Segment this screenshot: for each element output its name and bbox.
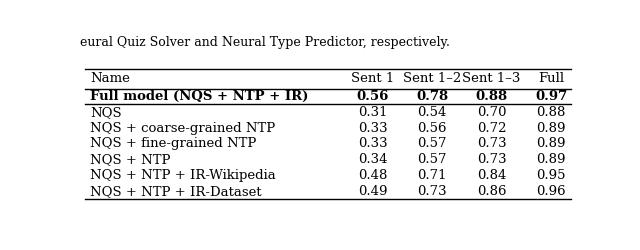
Text: 0.48: 0.48 [358,169,387,182]
Text: 0.88: 0.88 [476,90,508,103]
Text: Full model (NQS + NTP + IR): Full model (NQS + NTP + IR) [90,90,308,103]
Text: eural Quiz Solver and Neural Type Predictor, respectively.: eural Quiz Solver and Neural Type Predic… [80,36,450,49]
Text: 0.96: 0.96 [536,185,566,198]
Text: Sent 1: Sent 1 [351,72,394,85]
Text: 0.31: 0.31 [358,106,387,119]
Text: 0.89: 0.89 [536,122,566,135]
Text: 0.73: 0.73 [417,185,447,198]
Text: 0.73: 0.73 [477,153,506,166]
Text: 0.56: 0.56 [417,122,447,135]
Text: 0.70: 0.70 [477,106,506,119]
Text: 0.86: 0.86 [477,185,506,198]
Text: 0.57: 0.57 [417,153,447,166]
Text: Sent 1–2: Sent 1–2 [403,72,461,85]
Text: 0.57: 0.57 [417,138,447,150]
Text: NQS + fine-grained NTP: NQS + fine-grained NTP [90,138,256,150]
Text: Sent 1–3: Sent 1–3 [463,72,521,85]
Text: 0.56: 0.56 [356,90,389,103]
Text: 0.89: 0.89 [536,138,566,150]
Text: NQS + coarse-grained NTP: NQS + coarse-grained NTP [90,122,275,135]
Text: 0.49: 0.49 [358,185,387,198]
Text: 0.33: 0.33 [358,122,387,135]
Text: 0.84: 0.84 [477,169,506,182]
Text: 0.34: 0.34 [358,153,387,166]
Text: 0.71: 0.71 [417,169,447,182]
Text: 0.72: 0.72 [477,122,506,135]
Text: 0.97: 0.97 [535,90,567,103]
Text: NQS + NTP: NQS + NTP [90,153,170,166]
Text: NQS + NTP + IR-Wikipedia: NQS + NTP + IR-Wikipedia [90,169,276,182]
Text: 0.33: 0.33 [358,138,387,150]
Text: Name: Name [90,72,130,85]
Text: 0.89: 0.89 [536,153,566,166]
Text: 0.78: 0.78 [416,90,448,103]
Text: 0.95: 0.95 [536,169,566,182]
Text: NQS: NQS [90,106,122,119]
Text: NQS + NTP + IR-Dataset: NQS + NTP + IR-Dataset [90,185,262,198]
Text: Full: Full [538,72,564,85]
Text: 0.54: 0.54 [417,106,447,119]
Text: 0.88: 0.88 [536,106,566,119]
Text: 0.73: 0.73 [477,138,506,150]
